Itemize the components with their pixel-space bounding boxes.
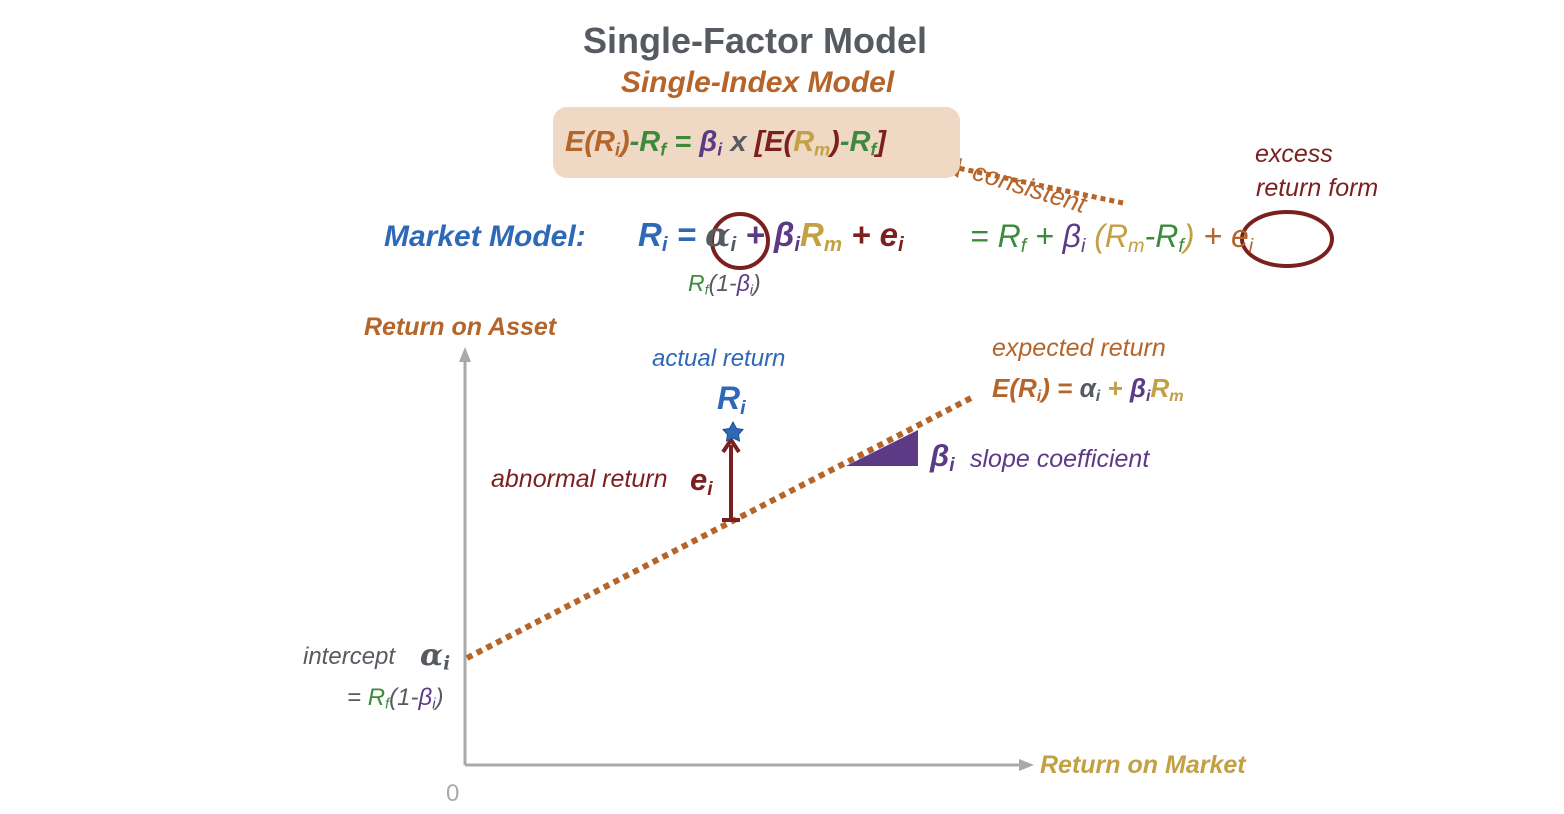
excess-return-label-line2: return form: [1256, 174, 1379, 202]
actual-return-star: [722, 420, 744, 442]
excess-return-label-line1: excess: [1255, 140, 1333, 168]
intercept-label: intercept: [303, 643, 396, 670]
excess-return-equation: = Rf + βi (Rm-Rf) + ei: [970, 218, 1254, 257]
capm-lhs-expected: E(R: [565, 126, 615, 158]
market-model-beta: β: [773, 216, 795, 253]
abnormal-return-symbol: ei: [690, 462, 713, 500]
capm-equation-box: [553, 107, 960, 178]
market-model-equation: Ri = αi + βiRm + ei: [638, 215, 904, 257]
y-axis-arrowhead: [459, 347, 471, 362]
market-model-error: e: [879, 216, 899, 253]
capm-lhs-rf: -R: [629, 126, 661, 158]
capm-rm: R: [793, 126, 815, 158]
expected-return-equation: E(Ri) = αi + βiRm: [992, 373, 1184, 406]
market-model-alpha: α: [705, 215, 731, 254]
abnormal-return-arrowhead: [721, 436, 741, 454]
intercept-definition: = Rf(1-βi): [347, 684, 444, 713]
slope-triangle: [846, 430, 918, 466]
alpha-highlight-circle: [710, 212, 770, 270]
expected-return-label: expected return: [992, 334, 1166, 362]
x-axis-arrowhead: [1019, 759, 1034, 771]
origin-label: 0: [446, 780, 460, 807]
capm-beta: β: [699, 126, 718, 158]
slope-label: slope coefficient: [970, 445, 1150, 473]
x-axis-label: Return on Market: [1040, 751, 1246, 779]
expected-return-line: [465, 393, 977, 661]
slope-symbol: βi: [930, 438, 955, 476]
page-title: Single-Factor Model: [582, 20, 928, 61]
market-model-label: Market Model:: [384, 220, 586, 253]
abnormal-return-label: abnormal return: [491, 465, 668, 493]
actual-return-symbol: Ri: [717, 380, 746, 419]
actual-return-label: actual return: [652, 345, 786, 372]
alpha-definition: Rf(1-βi): [688, 270, 761, 299]
consistent-arrow-line: [957, 165, 1124, 206]
error-term-highlight-circle: [1240, 210, 1334, 268]
y-axis-label: Return on Asset: [364, 313, 557, 341]
page-subtitle: Single-Index Model: [620, 66, 895, 99]
intercept-symbol: αi: [420, 638, 451, 675]
capm-equation: E(Ri)-Rf = βi x [E(Rm)-Rf]: [565, 126, 887, 160]
